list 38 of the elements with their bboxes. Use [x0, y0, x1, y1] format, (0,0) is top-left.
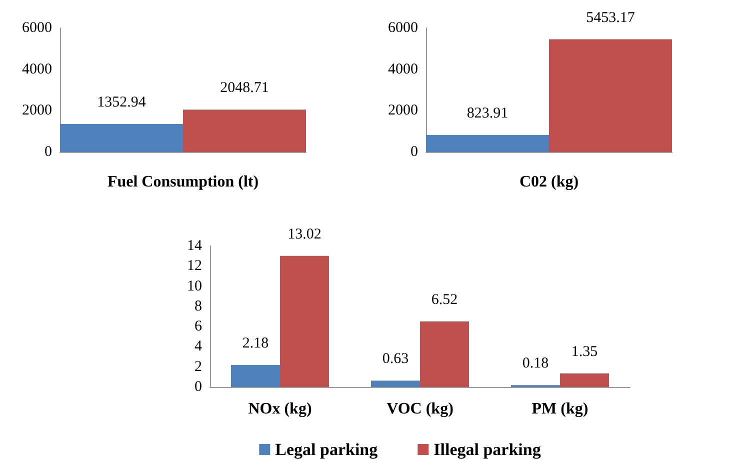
y-tick-label: 12 — [187, 258, 202, 274]
legend-label: Illegal parking — [434, 440, 542, 459]
y-tick-label: 8 — [194, 298, 202, 314]
bar — [371, 380, 420, 387]
bar — [560, 373, 609, 387]
x-tick-label: PM (kg) — [532, 400, 588, 418]
y-tick-label: 2000 — [22, 102, 52, 119]
x-axis-title: C02 (kg) — [519, 174, 579, 190]
y-tick-label: 0 — [194, 379, 202, 395]
y-tick-label: 10 — [187, 278, 202, 294]
x-axis-title: Fuel Consumption (lt) — [107, 174, 259, 190]
legend-label: Legal parking — [275, 440, 378, 459]
data-label: 823.91 — [466, 105, 508, 122]
y-tick-label: 14 — [187, 238, 202, 254]
data-label: 1352.94 — [97, 94, 146, 111]
data-label: 13.02 — [288, 226, 322, 242]
data-label: 6.52 — [431, 292, 458, 308]
y-tick-label: 4000 — [388, 61, 418, 78]
y-tick-label: 2 — [194, 358, 202, 375]
y-tick-label: 6000 — [388, 20, 418, 36]
x-tick-label: VOC (kg) — [386, 400, 454, 418]
y-tick-label: 2000 — [388, 102, 418, 119]
data-label: 2048.71 — [220, 80, 269, 96]
data-label: 0.63 — [382, 351, 409, 368]
y-tick-label: 6000 — [22, 20, 52, 36]
y-tick-label: 0 — [410, 144, 418, 160]
data-label: 0.18 — [522, 356, 549, 372]
y-tick-label: 6 — [194, 318, 202, 335]
y-tick-label: 4000 — [22, 61, 52, 78]
y-tick-label: 0 — [44, 144, 52, 160]
data-label: 1.35 — [571, 344, 598, 360]
x-tick-label: NOx (kg) — [248, 400, 312, 418]
bar — [420, 321, 469, 387]
data-label: 5453.17 — [586, 10, 636, 26]
y-tick-label: 4 — [194, 338, 202, 355]
bar — [231, 365, 280, 387]
data-label: 2.18 — [242, 336, 269, 352]
bar — [280, 256, 329, 387]
